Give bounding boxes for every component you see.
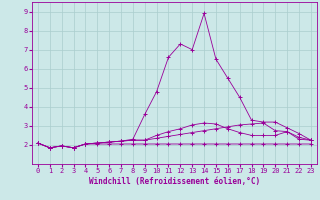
X-axis label: Windchill (Refroidissement éolien,°C): Windchill (Refroidissement éolien,°C) [89,177,260,186]
